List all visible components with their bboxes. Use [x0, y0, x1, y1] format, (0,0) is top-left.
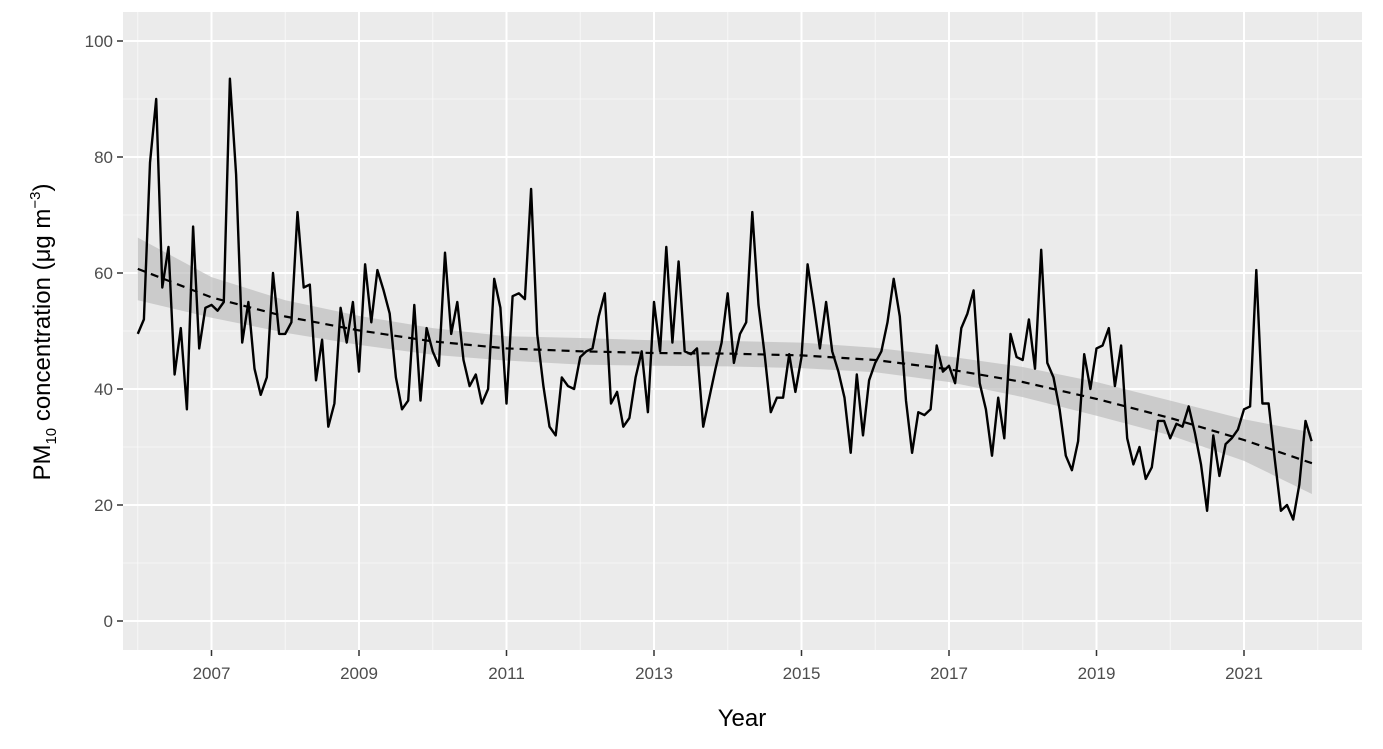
- x-tick-label: 2007: [193, 664, 231, 683]
- x-tick-label: 2015: [783, 664, 821, 683]
- trend-line-layer: [137, 267, 1313, 465]
- trend-line: [137, 267, 1313, 465]
- x-tick-label: 2011: [488, 664, 525, 683]
- y-axis-ticks: 0 20 40 60 80 100: [85, 32, 123, 631]
- x-tick-label: 2009: [340, 664, 378, 683]
- y-tick-label: 20: [94, 496, 113, 515]
- y-tick-label: 0: [104, 612, 113, 631]
- y-tick-label: 100: [85, 32, 113, 51]
- x-tick-label: 2017: [930, 664, 968, 683]
- y-axis-title-text: concentration (: [29, 262, 56, 427]
- x-tick-label: 2013: [635, 664, 673, 683]
- confidence-band-layer: [137, 237, 1312, 494]
- y-axis-title-unit: μg m: [29, 209, 56, 263]
- x-axis-title: Year: [718, 705, 767, 732]
- observed-series-line: [136, 77, 1313, 521]
- x-tick-label: 2019: [1078, 664, 1116, 683]
- y-axis-title-subscript: 10: [43, 428, 60, 445]
- y-axis-title-main: PM: [29, 445, 56, 481]
- y-axis-title-close: ): [29, 183, 56, 191]
- confidence-band: [137, 237, 1312, 494]
- x-tick-label: 2021: [1225, 664, 1263, 683]
- y-tick-label: 40: [94, 380, 113, 399]
- y-axis-title: PM10 concentration (μg m−3): [27, 183, 60, 480]
- y-tick-label: 80: [94, 148, 113, 167]
- y-tick-label: 60: [94, 264, 113, 283]
- major-gridlines: [123, 12, 1362, 650]
- y-axis-title-superscript: −3: [27, 191, 44, 208]
- x-axis-ticks: 2007 2009 2011 2013 2015 2017 2019 2021: [193, 650, 1263, 683]
- observed-series-layer: [136, 77, 1313, 521]
